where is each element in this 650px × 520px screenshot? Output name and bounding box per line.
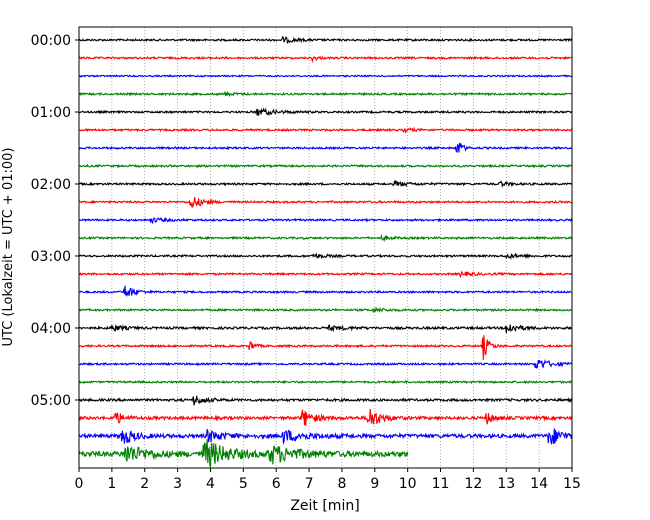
x-tick-label: 15 [563,476,581,492]
x-tick-label: 14 [530,476,548,492]
trace-0 [78,35,573,45]
x-tick-label: 8 [337,476,346,492]
y-tick-label: 04:00 [31,321,71,337]
trace-9 [78,196,573,209]
x-tick-label: 5 [239,476,248,492]
x-tick-label: 3 [173,476,182,492]
y-tick-label: 00:00 [31,33,71,49]
y-tick-label: 02:00 [31,177,71,193]
trace-10 [78,216,573,225]
trace-16 [78,324,573,334]
trace-11 [78,233,573,243]
x-tick-label: 9 [370,476,379,492]
trace-17 [78,335,573,360]
y-axis-ticks: 00:00 01:00 02:00 03:00 04:00 05:00 [31,33,79,409]
x-tick-label: 12 [464,476,482,492]
trace-4 [78,107,573,117]
x-tick-label: 10 [399,476,417,492]
x-tick-label: 6 [272,476,281,492]
trace-1 [78,55,573,64]
trace-15 [78,306,573,313]
y-tick-label: 05:00 [31,393,71,409]
x-axis-label: Zeit [min] [290,498,359,514]
trace-3 [79,90,573,98]
trace-12 [78,252,572,260]
x-tick-label: 4 [206,476,215,492]
trace-20 [78,395,573,406]
trace-18 [78,359,573,369]
x-tick-label: 1 [107,476,116,492]
x-tick-label: 7 [305,476,314,492]
trace-23 [78,439,409,468]
trace-22 [78,428,573,445]
trace-14 [78,285,573,297]
plot-frame [78,26,573,469]
trace-21 [78,408,573,426]
trace-8 [78,179,573,189]
trace-2 [78,74,572,78]
x-tick-label: 11 [432,476,450,492]
seismogram-traces [78,35,573,468]
x-tick-label: 13 [497,476,515,492]
trace-7 [78,163,573,169]
y-tick-label: 01:00 [31,105,71,121]
y-tick-label: 03:00 [31,249,71,265]
trace-19 [78,379,573,385]
trace-5 [78,126,573,135]
x-axis-ticks: 0 1 2 3 4 5 6 7 8 9 10 11 12 13 14 15 [75,468,581,492]
x-tick-label: 0 [75,476,84,492]
x-tick-label: 2 [140,476,149,492]
trace-6 [78,142,573,153]
trace-13 [78,270,573,279]
y-axis-label: UTC (Lokalzeit = UTC + 01:00) [1,148,16,347]
